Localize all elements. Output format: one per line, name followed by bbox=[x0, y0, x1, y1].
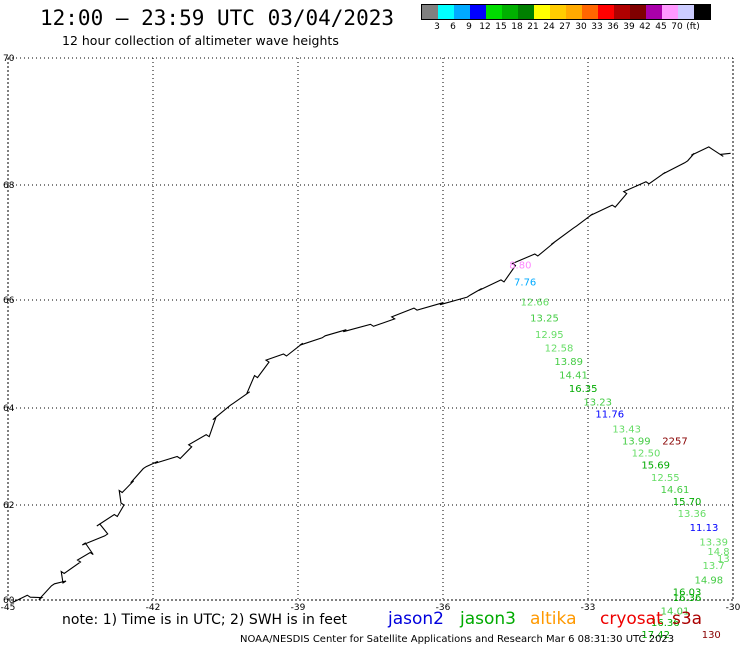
legend-tick-label: 70 bbox=[671, 22, 683, 32]
wave-height-label: 13.23 bbox=[583, 397, 612, 408]
legend-tick-label: 36 bbox=[607, 22, 619, 32]
legend-tick-label: 21 bbox=[527, 22, 539, 32]
wave-height-label: 13.89 bbox=[554, 357, 583, 368]
legend-swatch bbox=[454, 5, 470, 19]
wave-height-label: 16.36 bbox=[673, 593, 702, 604]
satellite-s3a: s3a bbox=[672, 609, 703, 629]
wave-height-label: 14.01 bbox=[661, 606, 690, 617]
wave-height-label: 15.69 bbox=[641, 461, 670, 472]
wave-height-label: 130 bbox=[702, 630, 721, 641]
wave-height-label: 13.39 bbox=[699, 537, 728, 548]
wave-height-label: 16.03 bbox=[673, 587, 702, 598]
legend-ticks: 3 6 9 12 15 18 21 24 27 30 33 36 39 42 45 70 (ft) bbox=[421, 20, 711, 34]
legend-swatch bbox=[470, 5, 486, 19]
legend-swatch bbox=[422, 5, 438, 19]
lon-tick-label: -36 bbox=[436, 603, 451, 613]
wave-height-label: 14.98 bbox=[695, 575, 724, 586]
wave-height-label: 12.50 bbox=[632, 449, 661, 460]
legend-tick-label: (ft) bbox=[686, 22, 700, 32]
legend-swatches bbox=[421, 4, 711, 20]
legend-swatch bbox=[694, 5, 710, 19]
legend-tick-label: 12 bbox=[479, 22, 491, 32]
wave-height-label: 8.80 bbox=[509, 260, 531, 271]
legend-tick-label: 27 bbox=[559, 22, 571, 32]
legend-swatch bbox=[518, 5, 534, 19]
footer-note: note: 1) Time is in UTC; 2) SWH is in fe… bbox=[62, 612, 348, 628]
legend-tick-label: 42 bbox=[639, 22, 651, 32]
wave-height-label: 16.36 bbox=[651, 618, 680, 629]
legend-tick-label: 24 bbox=[543, 22, 555, 32]
legend-tick-label: 3 bbox=[434, 22, 440, 32]
wave-height-label: 12.58 bbox=[545, 343, 574, 354]
wave-height-label: 16.35 bbox=[569, 384, 598, 395]
map-frame bbox=[7, 57, 734, 601]
wave-height-label: 13.7 bbox=[703, 561, 725, 572]
legend-tick-label: 33 bbox=[591, 22, 603, 32]
wave-height-label: 13.36 bbox=[678, 509, 707, 520]
page-title: 12:00 – 23:59 UTC 03/04/2023 bbox=[40, 6, 395, 30]
wave-height-label: 14.61 bbox=[661, 485, 690, 496]
legend-tick-label: 18 bbox=[511, 22, 523, 32]
legend-swatch bbox=[630, 5, 646, 19]
legend-tick-label: 45 bbox=[655, 22, 667, 32]
color-legend: 3 6 9 12 15 18 21 24 27 30 33 36 39 42 45 70 (ft) bbox=[421, 4, 711, 34]
legend-swatch bbox=[614, 5, 630, 19]
wave-height-label: 14.8 bbox=[707, 547, 729, 558]
legend-swatch bbox=[662, 5, 678, 19]
legend-swatch bbox=[438, 5, 454, 19]
wave-height-label: 13.43 bbox=[612, 424, 641, 435]
legend-swatch bbox=[598, 5, 614, 19]
lat-tick-label: 70 bbox=[3, 54, 15, 64]
lon-tick-label: -33 bbox=[581, 603, 596, 613]
wave-height-label: 12.95 bbox=[535, 330, 564, 341]
lat-tick-label: 66 bbox=[3, 296, 15, 306]
greenland-coastline bbox=[12, 146, 731, 603]
satellite-cryosat: cryosat bbox=[600, 609, 663, 629]
wave-height-label: 11.76 bbox=[595, 410, 624, 421]
satellite-altika: altika bbox=[530, 609, 577, 629]
lat-tick-label: 62 bbox=[3, 501, 14, 511]
wave-height-label: 15.70 bbox=[673, 497, 702, 508]
legend-tick-label: 6 bbox=[450, 22, 456, 32]
page-subtitle: 12 hour collection of altimeter wave hei… bbox=[62, 33, 339, 48]
legend-swatch bbox=[678, 5, 694, 19]
legend-swatch bbox=[502, 5, 518, 19]
legend-swatch bbox=[646, 5, 662, 19]
lat-tick-label: 60 bbox=[3, 596, 15, 606]
legend-tick-label: 30 bbox=[575, 22, 587, 32]
wave-height-label: 2257 bbox=[662, 436, 687, 447]
legend-tick-label: 9 bbox=[466, 22, 472, 32]
wave-height-label: 7.76 bbox=[514, 278, 536, 289]
wave-height-label: 12.66 bbox=[521, 297, 550, 308]
wave-height-label: 13.25 bbox=[530, 314, 559, 325]
satellite-jason2: jason2 bbox=[388, 609, 444, 629]
satellite-jason3: jason3 bbox=[460, 609, 516, 629]
wave-height-label: 17.42 bbox=[641, 630, 670, 641]
legend-swatch bbox=[566, 5, 582, 19]
lon-tick-label: -42 bbox=[146, 603, 161, 613]
lat-tick-label: 64 bbox=[3, 404, 15, 414]
lon-tick-label: -39 bbox=[291, 603, 306, 613]
lon-tick-label: -45 bbox=[1, 603, 16, 613]
wave-height-label: 11.13 bbox=[690, 523, 719, 534]
lat-tick-label: 68 bbox=[3, 181, 15, 191]
wave-height-label: 13 bbox=[717, 554, 730, 565]
legend-swatch bbox=[534, 5, 550, 19]
wave-height-label: 14.41 bbox=[559, 370, 588, 381]
credit-line: NOAA/NESDIS Center for Satellite Applica… bbox=[240, 634, 675, 645]
legend-swatch bbox=[486, 5, 502, 19]
lon-tick-label: -30 bbox=[726, 603, 740, 613]
legend-swatch bbox=[550, 5, 566, 19]
legend-swatch bbox=[582, 5, 598, 19]
legend-tick-label: 15 bbox=[495, 22, 507, 32]
legend-tick-label: 39 bbox=[623, 22, 635, 32]
wave-height-label: 12.55 bbox=[651, 473, 680, 484]
wave-height-label: 13.99 bbox=[622, 436, 651, 447]
